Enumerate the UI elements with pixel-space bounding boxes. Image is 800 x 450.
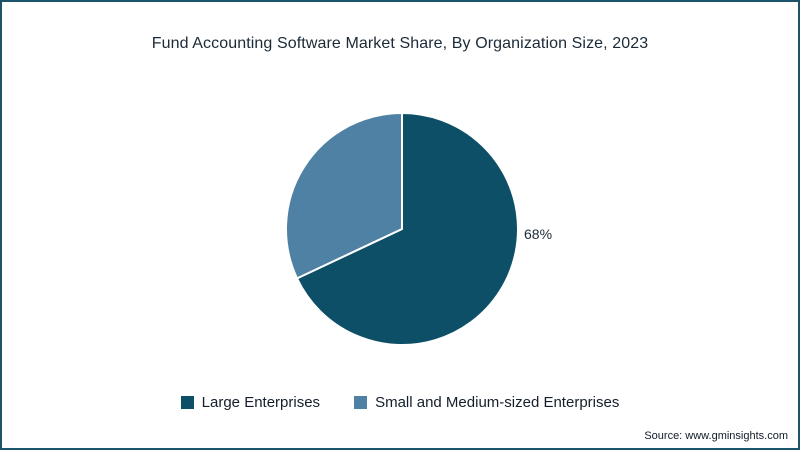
- source-attribution: Source: www.gminsights.com: [644, 430, 788, 442]
- chart-title: Fund Accounting Software Market Share, B…: [151, 35, 649, 52]
- chart-legend: Large Enterprises Small and Medium-sized…: [2, 394, 798, 411]
- legend-swatch-sme: [354, 396, 368, 409]
- legend-item-sme: Small and Medium-sized Enterprises: [354, 394, 619, 411]
- pie-slice-data-label: 68%: [524, 226, 553, 242]
- legend-label-large-enterprises: Large Enterprises: [201, 394, 321, 411]
- legend-label-sme: Small and Medium-sized Enterprises: [375, 394, 620, 411]
- legend-item-large-enterprises: Large Enterprises: [180, 394, 321, 411]
- legend-swatch-large-enterprises: [180, 396, 194, 409]
- pie-chart: [280, 107, 524, 351]
- pie-chart-svg: [285, 112, 519, 346]
